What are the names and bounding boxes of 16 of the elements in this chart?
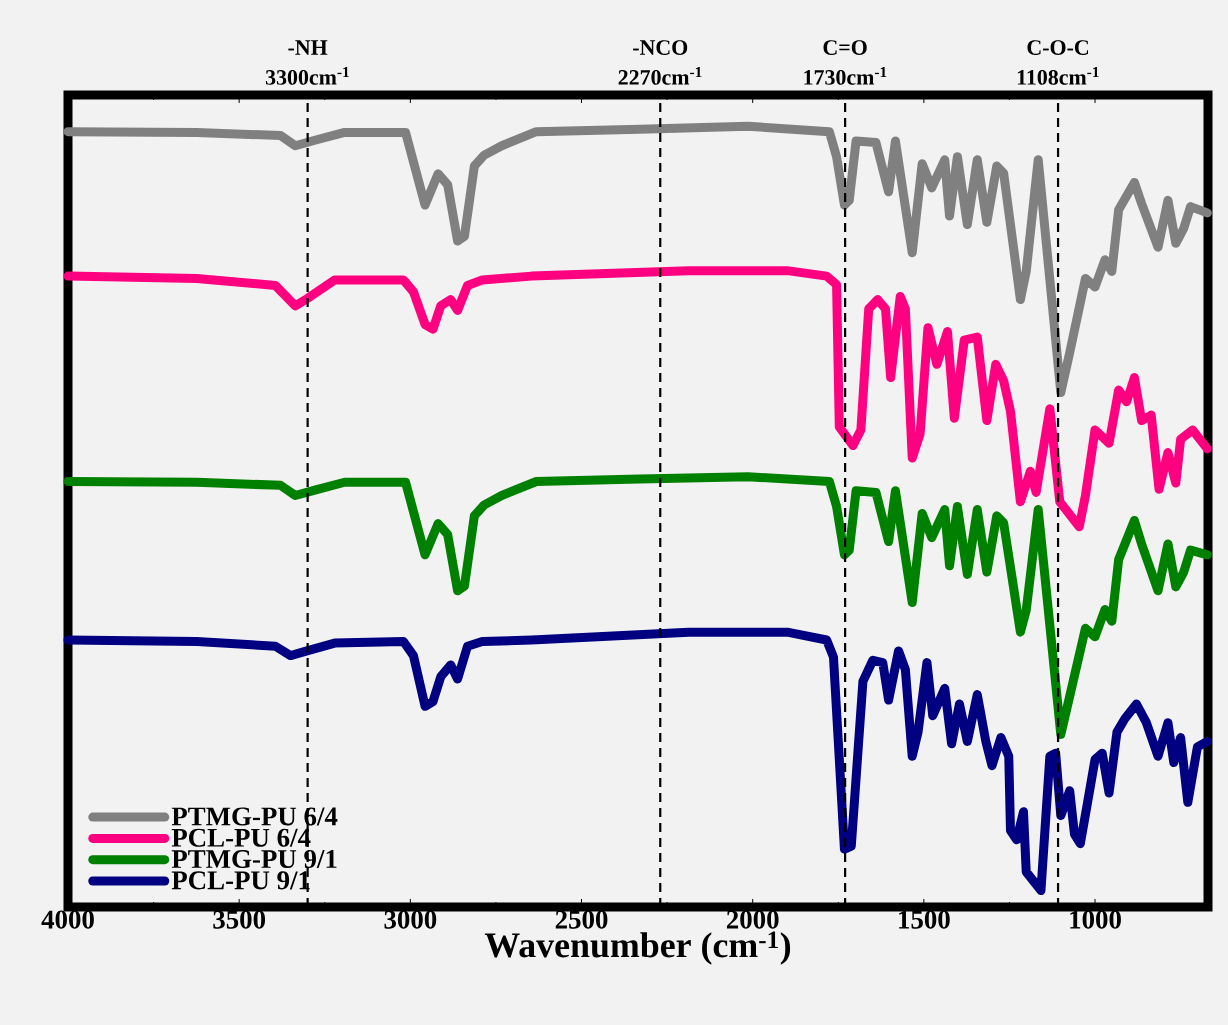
legend-label: PCL-PU 9/1	[171, 871, 310, 890]
ref-line-label: C-O-C 1108cm$^{-1}$	[1017, 40, 1099, 85]
legend-label: PTMG-PU 6/4	[171, 807, 338, 826]
legend-label: PCL-PU 6/4	[171, 828, 311, 847]
ref-line-label: -NH 3300cm$^{-1}$	[265, 40, 349, 85]
x-tick-label: 3500	[213, 910, 266, 929]
x-tick-label: 3000	[384, 910, 437, 929]
x-tick-label: 1500	[899, 910, 950, 929]
x-tick-label: 1000	[1070, 910, 1121, 929]
x-tick-label: 2000	[726, 910, 779, 929]
legend-label: PTMG-PU 9/1	[171, 850, 337, 869]
x-axis-title: Wavenumber (cm$^{-1}$)	[484, 931, 791, 965]
x-tick-label: 4000	[41, 910, 94, 929]
x-tick-label: 2500	[555, 910, 608, 929]
ref-line-label: -NCO 2270cm$^{-1}$	[618, 40, 702, 85]
ref-line-label: C=O 1730cm$^{-1}$	[804, 40, 887, 85]
